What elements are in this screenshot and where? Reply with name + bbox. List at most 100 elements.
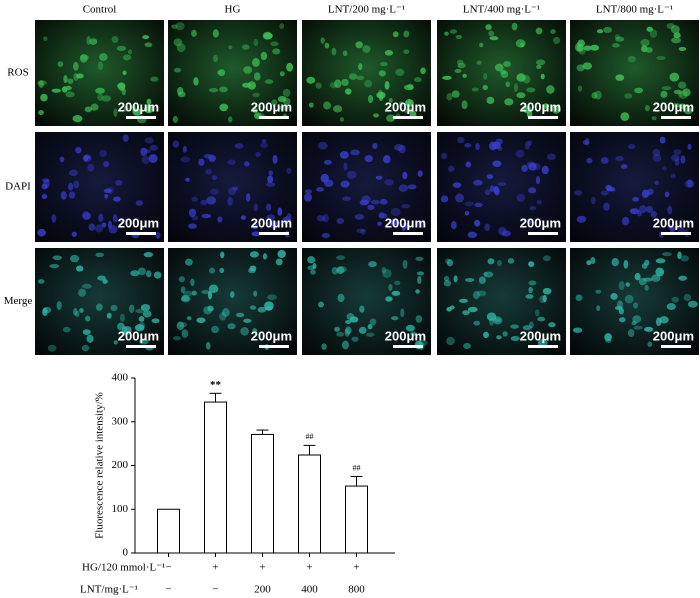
cell <box>272 155 278 164</box>
cell <box>553 36 561 44</box>
cell <box>513 83 518 92</box>
cell <box>646 26 653 32</box>
cell <box>177 91 186 98</box>
cell <box>375 175 383 180</box>
cell <box>56 301 62 310</box>
cell <box>379 198 388 205</box>
cell <box>112 214 118 223</box>
scale-bar <box>126 345 156 348</box>
cell <box>591 92 598 99</box>
cell <box>144 149 151 154</box>
treatment-label: LNT/mg·L⁻¹ <box>80 584 138 596</box>
cell <box>673 149 682 155</box>
cell <box>116 45 127 51</box>
cell <box>604 333 612 342</box>
cell <box>366 332 375 337</box>
cell <box>388 98 393 103</box>
cell <box>633 302 639 309</box>
cell <box>394 143 404 152</box>
cell <box>324 42 330 49</box>
cell <box>144 104 154 114</box>
cell <box>65 91 75 98</box>
cell <box>209 267 216 274</box>
cell <box>79 54 88 63</box>
cell <box>341 78 349 87</box>
scale-bar <box>393 345 423 348</box>
cell <box>267 294 277 301</box>
cell <box>37 279 45 284</box>
cell <box>95 252 105 258</box>
cell <box>155 232 161 239</box>
cell <box>135 200 144 206</box>
cell <box>113 340 118 345</box>
cell <box>678 46 687 52</box>
cell <box>465 161 472 168</box>
cell <box>652 153 662 163</box>
cell <box>191 29 197 37</box>
cell <box>404 222 410 229</box>
cell <box>637 211 642 217</box>
cell <box>196 317 206 324</box>
cell <box>63 75 68 83</box>
cell <box>139 338 149 345</box>
cell <box>138 321 145 330</box>
treatment-value: − <box>165 584 171 596</box>
cell <box>631 320 637 326</box>
cell <box>219 267 225 274</box>
scale-bar <box>528 116 558 119</box>
cell <box>525 294 534 299</box>
cell <box>640 38 650 47</box>
cell <box>201 289 210 295</box>
cell <box>255 151 261 157</box>
cell <box>117 322 125 331</box>
cell <box>227 159 236 165</box>
cell <box>634 87 644 94</box>
cell <box>257 306 267 313</box>
cell <box>186 316 192 321</box>
cell <box>146 98 152 106</box>
cell <box>208 284 219 293</box>
cell <box>316 187 324 192</box>
cell <box>286 62 294 72</box>
cell <box>188 223 197 229</box>
cell <box>219 312 227 321</box>
cell <box>620 164 628 169</box>
cell <box>639 205 647 214</box>
cell <box>389 218 399 226</box>
cell <box>522 325 532 331</box>
cell <box>219 103 229 112</box>
cell <box>527 140 532 147</box>
cell <box>625 282 630 287</box>
cell <box>359 305 365 313</box>
row-label: ROS <box>7 67 28 79</box>
cell <box>115 179 123 186</box>
cell <box>228 116 233 123</box>
cell <box>516 193 525 202</box>
scale-bar-label: 200μm <box>520 328 561 343</box>
cell <box>459 298 468 303</box>
cell <box>417 170 423 177</box>
cell <box>212 54 219 62</box>
cell <box>390 207 401 217</box>
scale-bar-label: 200μm <box>251 99 292 114</box>
cell <box>148 154 158 163</box>
scale-bar-label: 200μm <box>385 215 426 230</box>
cell <box>486 174 494 180</box>
cell <box>193 77 199 86</box>
cell <box>603 202 610 211</box>
cell <box>542 255 551 262</box>
cell <box>37 228 47 237</box>
cell <box>627 143 636 150</box>
cell <box>122 70 127 76</box>
cell <box>372 142 378 150</box>
cell <box>262 253 268 260</box>
cell <box>359 199 369 206</box>
cell <box>623 259 629 269</box>
treatment-value: + <box>259 562 265 574</box>
scale-bar-label: 200μm <box>251 328 292 343</box>
cell <box>227 196 233 206</box>
cell <box>368 261 377 268</box>
cell <box>479 42 484 48</box>
treatment-value: + <box>212 562 218 574</box>
cell <box>101 95 112 102</box>
